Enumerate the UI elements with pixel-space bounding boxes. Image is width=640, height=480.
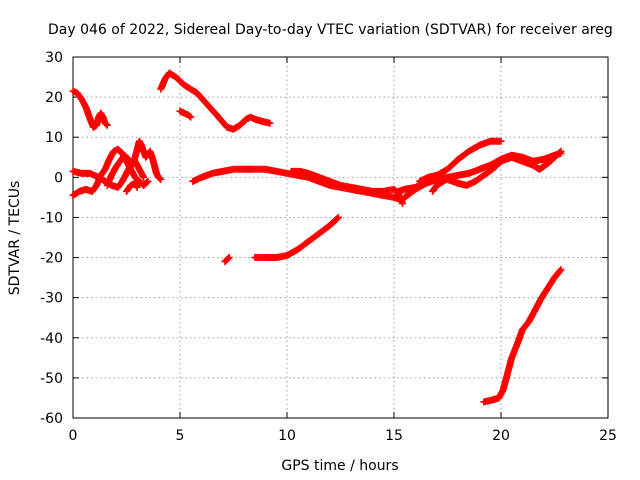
data-point: [225, 254, 233, 262]
y-tick-label: 0: [54, 170, 63, 186]
y-tick-label: -40: [40, 331, 63, 347]
series-arc-16: [480, 266, 565, 406]
data-point: [144, 177, 152, 185]
data-point: [133, 183, 141, 191]
plot-frame: [72, 56, 609, 419]
x-tick-label: 25: [599, 428, 617, 444]
chart-title: Day 046 of 2022, Sidereal Day-to-day VTE…: [48, 22, 613, 38]
data-point: [446, 173, 454, 181]
x-tick-label: 0: [69, 428, 78, 444]
series-arc-5: [123, 179, 141, 195]
x-tick-label: 10: [278, 428, 296, 444]
grid: [73, 57, 608, 418]
series-arc-11: [251, 213, 342, 262]
data-point-interp: [556, 267, 564, 275]
series-arc-10: [221, 254, 233, 266]
data-point-interp: [186, 112, 194, 120]
series-arc-9: [287, 167, 407, 207]
y-tick-label: -60: [40, 411, 63, 427]
data-point: [157, 175, 165, 183]
series-arc-14: [416, 147, 565, 189]
y-tick-label: -30: [40, 291, 63, 307]
data-point: [399, 199, 407, 207]
series-arc-7: [176, 107, 195, 121]
y-tick-label: -20: [40, 251, 63, 267]
x-tick-label: 15: [385, 428, 403, 444]
data-point-interp: [156, 174, 164, 182]
y-tick-label: 30: [45, 50, 63, 66]
data-point: [266, 119, 274, 127]
y-tick-label: 10: [45, 130, 63, 146]
data-point: [557, 147, 565, 155]
y-axis: 30 20 10 0 -10 -20 -30 -40 -50 -60: [40, 50, 608, 427]
x-tick-label: 5: [176, 428, 185, 444]
data-point-interp: [102, 120, 110, 128]
data-point: [187, 113, 195, 121]
y-tick-label: 20: [45, 90, 63, 106]
data-point-interp: [224, 255, 232, 263]
data-point-interp: [333, 214, 341, 222]
series-arc-1: [69, 87, 111, 131]
x-axis-label: GPS time / hours: [281, 458, 398, 474]
y-tick-label: -10: [40, 210, 63, 226]
y-axis-label: SDTVAR / TECUs: [7, 181, 23, 296]
y-tick-label: -50: [40, 371, 63, 387]
data-point: [103, 121, 111, 129]
data-point-interp: [556, 148, 564, 156]
series-arc-15: [429, 173, 454, 195]
x-axis: 0 5 10 15 20 25: [69, 57, 617, 444]
data-point-interp: [444, 174, 452, 182]
data-point: [557, 266, 565, 274]
x-tick-label: 20: [492, 428, 510, 444]
series-arc-4: [103, 137, 165, 189]
data-point: [334, 213, 342, 221]
data-point: [497, 137, 505, 145]
data-point-interp: [143, 178, 151, 186]
series-arc-6: [157, 69, 274, 133]
data-point: [140, 173, 148, 181]
data-points: [69, 69, 565, 406]
